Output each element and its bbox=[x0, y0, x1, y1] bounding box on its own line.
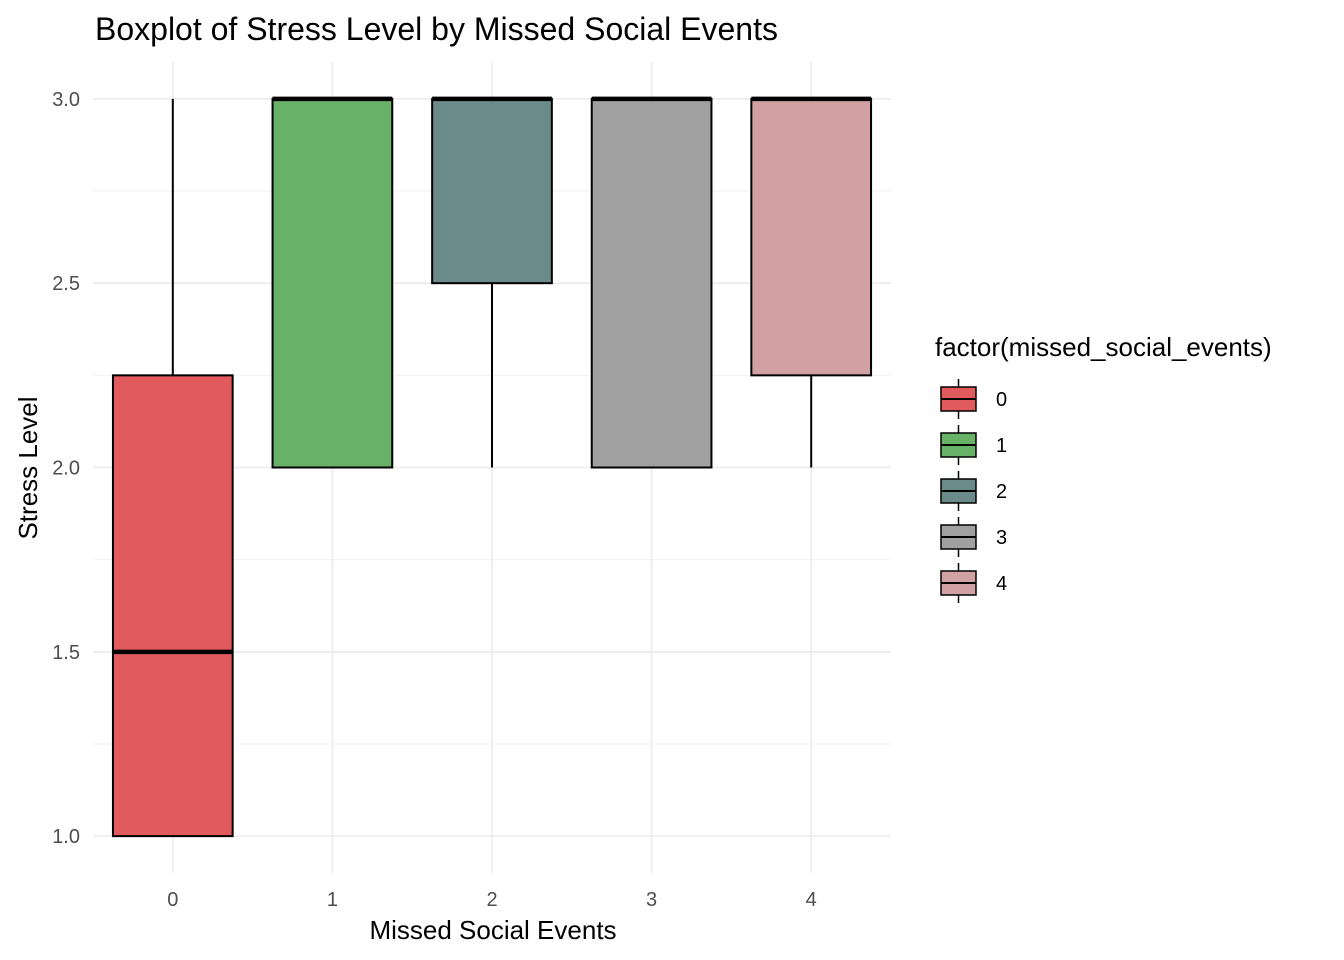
x-tick-label: 3 bbox=[646, 889, 657, 911]
legend-label: 3 bbox=[996, 527, 1007, 549]
box-group-3 bbox=[590, 96, 713, 469]
chart-title: Boxplot of Stress Level by Missed Social… bbox=[95, 11, 778, 47]
legend-title: factor(missed_social_events) bbox=[935, 332, 1272, 362]
box bbox=[431, 97, 553, 285]
legend-item-3: 3 bbox=[940, 517, 1007, 557]
legend: factor(missed_social_events) 0 1 2 3 4 bbox=[935, 332, 1272, 603]
legend-item-0: 0 bbox=[940, 379, 1007, 419]
legend-label: 0 bbox=[996, 389, 1007, 411]
x-tick-label: 4 bbox=[806, 889, 817, 911]
x-tick-label: 1 bbox=[327, 889, 338, 911]
legend-item-1: 1 bbox=[940, 425, 1007, 465]
box-group-2 bbox=[431, 96, 553, 468]
y-tick-labels: 1.0 1.5 2.0 2.5 3.0 bbox=[52, 89, 80, 848]
x-axis-title: Missed Social Events bbox=[369, 915, 616, 945]
box-group-4 bbox=[750, 96, 873, 468]
legend-item-2: 2 bbox=[940, 471, 1007, 511]
x-tick-label: 2 bbox=[486, 889, 497, 911]
legend-label: 1 bbox=[996, 435, 1007, 457]
box-group-0 bbox=[111, 98, 234, 838]
y-tick-label: 1.5 bbox=[52, 642, 80, 664]
y-tick-label: 2.5 bbox=[52, 273, 80, 295]
x-tick-labels: 0 1 2 3 4 bbox=[167, 889, 817, 911]
box bbox=[750, 97, 873, 377]
y-tick-label: 2.0 bbox=[52, 458, 80, 480]
y-axis-title: Stress Level bbox=[13, 396, 43, 539]
box bbox=[590, 97, 713, 469]
y-tick-label: 1.0 bbox=[52, 826, 80, 848]
box bbox=[271, 97, 394, 469]
box-group-1 bbox=[271, 96, 394, 469]
legend-label: 2 bbox=[996, 481, 1007, 503]
x-tick-label: 0 bbox=[167, 889, 178, 911]
legend-item-4: 4 bbox=[940, 563, 1007, 603]
legend-items: 0 1 2 3 4 bbox=[940, 379, 1007, 603]
box bbox=[111, 374, 234, 838]
legend-label: 4 bbox=[996, 573, 1007, 595]
boxes bbox=[111, 96, 873, 838]
y-tick-label: 3.0 bbox=[52, 89, 80, 111]
